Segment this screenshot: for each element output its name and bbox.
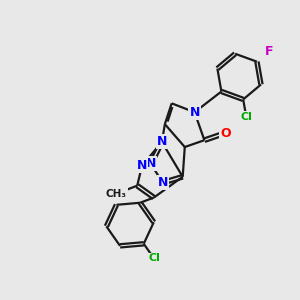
Text: O: O bbox=[220, 127, 230, 140]
Text: N: N bbox=[146, 158, 156, 170]
Text: N: N bbox=[189, 106, 200, 119]
Text: CH₃: CH₃ bbox=[106, 189, 127, 199]
Text: N: N bbox=[137, 159, 147, 172]
Text: Cl: Cl bbox=[148, 254, 160, 263]
Text: Cl: Cl bbox=[240, 112, 252, 122]
Text: N: N bbox=[158, 176, 168, 189]
Text: F: F bbox=[265, 45, 274, 58]
Text: N: N bbox=[157, 136, 167, 148]
